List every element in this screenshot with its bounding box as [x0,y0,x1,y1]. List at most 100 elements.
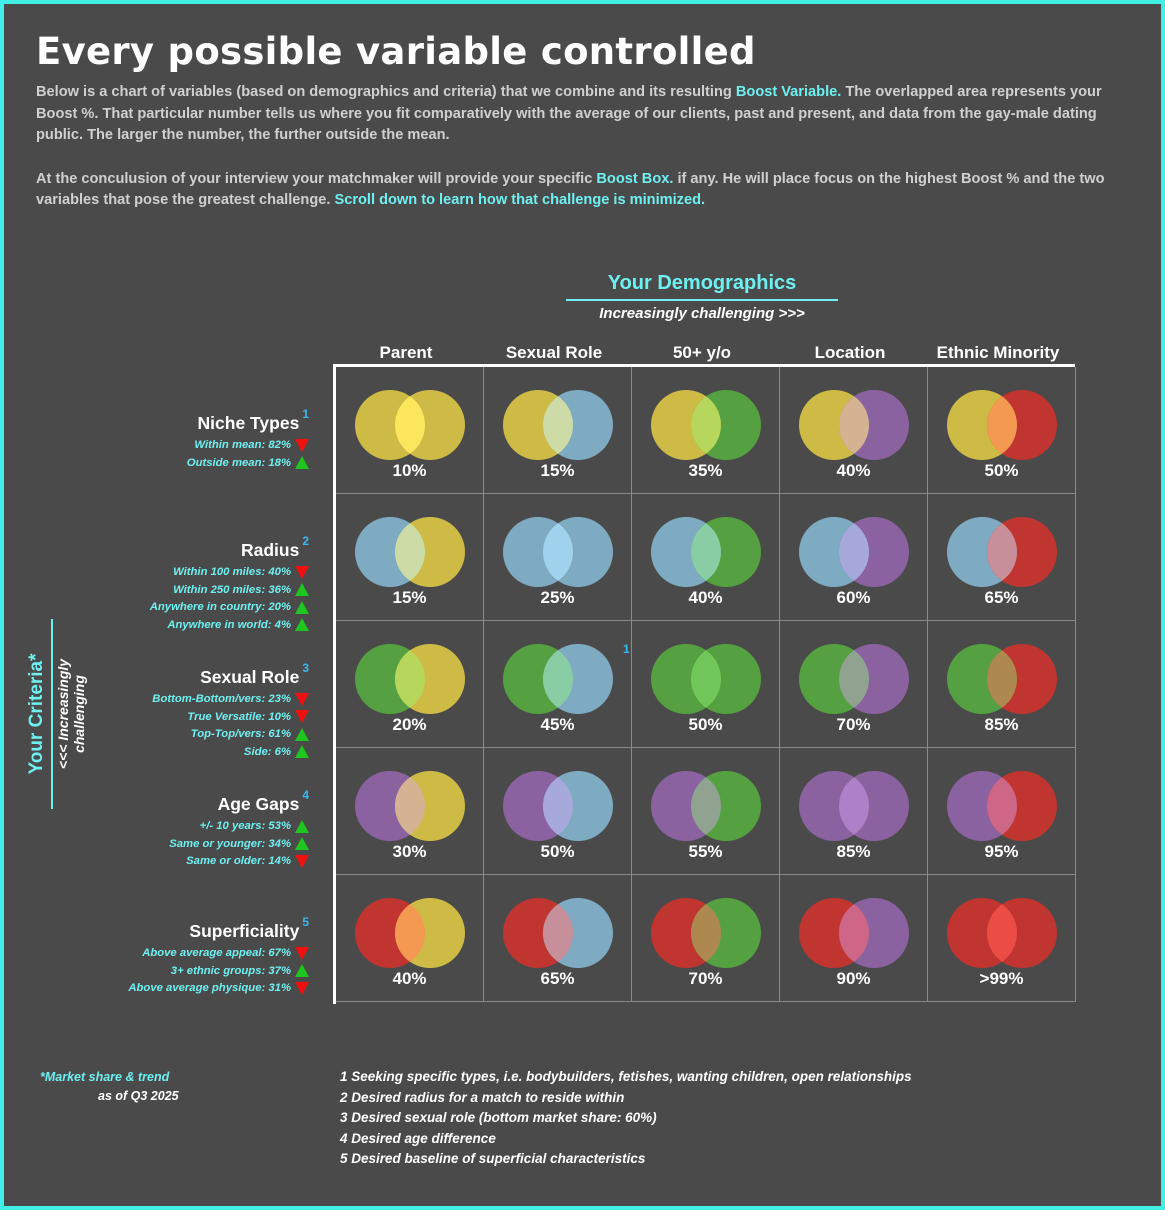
intro-p2-rest: if any. He will place focus on the highe… [36,170,1105,209]
stat-text: Side: 6% [243,745,291,758]
boost-variable-highlight: Boost Variable. [735,84,842,100]
market-share-note: *Market share & trend as of Q3 2025 [40,1068,179,1106]
boost-cell: 40% [780,367,928,494]
overlap-area [395,517,425,587]
boost-percent: 85% [836,842,871,861]
trend-down-arrow-icon [295,981,309,995]
footnotes: 1 Seeking specific types, i.e. bodybuild… [340,1067,912,1170]
stat-text: Within mean: 82% [194,439,291,451]
boost-percent: 40% [688,588,723,607]
intro-p1-text: Below is a chart of variables (based on … [36,84,736,100]
stat-text: Above average appeal: 67% [142,947,291,959]
trend-down-arrow-icon [295,854,309,868]
stat-text: Anywhere in country: 20% [149,601,291,613]
venn-diagram [503,898,613,968]
boost-cell: 50% [928,367,1076,494]
overlap-area [839,771,869,841]
venn-diagram [947,517,1057,587]
trend-up-arrow-icon [295,618,309,632]
boost-percent: 25% [540,588,575,607]
footnote-ref: 1 [302,407,309,421]
stat-line: Within 250 miles: 36% [150,582,309,600]
stat-line: Bottom-Bottom/vers: 23% [152,691,309,709]
boost-percent: 40% [392,969,427,988]
trend-up-arrow-icon [295,964,309,978]
footnote-ref: 3 [302,661,309,675]
boost-cell: 70% [780,621,928,748]
boost-cell: 40% [336,875,484,1002]
stat-text: Top-Top/vers: 61% [190,728,291,740]
row-label-text: Radius [240,539,300,560]
trend-up-arrow-icon [295,456,309,470]
boost-cell: 40% [632,494,780,621]
market-share-date: as of Q3 2025 [98,1089,179,1103]
boost-cell: 15% [336,494,484,621]
boost-percent: 15% [392,588,427,607]
boost-cell: 65% [484,875,632,1002]
boost-cell: 70% [632,875,780,1002]
venn-diagram [355,898,465,968]
venn-diagram [355,644,465,714]
scroll-down-link[interactable]: Scroll down to learn how that challenge … [334,192,706,208]
trend-up-arrow-icon [295,745,309,759]
row-stats: Within mean: 82% Outside mean: 18% [187,437,309,472]
trend-up-arrow-icon [295,600,309,614]
trend-down-arrow-icon [295,692,309,706]
boost-cell: 45% [484,621,632,748]
boost-cell: 50% [632,621,780,748]
venn-diagram [355,517,465,587]
row-label-text: Superficiality [189,920,300,941]
boost-percent: 20% [392,715,427,734]
trend-down-arrow-icon [295,565,309,579]
row-label: Sexual Role 3 [200,661,309,688]
row-label: Superficiality 5 [189,915,309,942]
overlap-area [987,898,1017,968]
column-header: Location [814,343,886,362]
stat-line: Above average physique: 31% [128,980,309,998]
venn-diagram [503,644,613,714]
boost-percent: 90% [836,969,871,988]
row-label: Radius 2 [240,534,309,561]
stat-line: Within mean: 82% [187,437,309,455]
stat-text: Same or older: 14% [186,855,291,867]
boost-percent: 50% [984,461,1019,480]
boost-percent: 65% [540,969,575,988]
boost-percent: 85% [984,715,1019,734]
trend-down-arrow-icon [295,710,309,724]
boost-cell: 90% [780,875,928,1002]
stat-line: Same or older: 14% [169,853,309,871]
criteria-title: Your Criteria* [26,653,47,775]
overlap-area [691,644,721,714]
venn-diagram [355,390,465,460]
venn-diagram [651,517,761,587]
venn-diagram [651,771,761,841]
footnote-marker: 1 [623,642,630,656]
footnote: 4 Desired age difference [340,1130,496,1146]
stat-line: Anywhere in world: 4% [150,617,309,635]
boost-cell: 95% [928,748,1076,875]
demographics-subtitle: Increasingly challenging >>> [599,305,805,322]
venn-diagram [799,517,909,587]
venn-diagram [799,771,909,841]
trend-down-arrow-icon [295,946,309,960]
overlap-area [839,517,869,587]
boost-percent: 50% [688,715,723,734]
row-stats: Above average appeal: 67% 3+ ethnic group… [128,945,309,998]
overlap-area [543,644,573,714]
boost-cell: 85% [928,621,1076,748]
boost-cell: 65% [928,494,1076,621]
venn-diagram [947,644,1057,714]
stat-text: Bottom-Bottom/vers: 23% [152,693,291,705]
overlap-area [987,390,1017,460]
boost-percent: 10% [392,461,427,480]
stat-text: Within 250 miles: 36% [173,583,291,596]
overlap-area [691,771,721,841]
footnote: 1 Seeking specific types, i.e. bodybuild… [340,1069,912,1084]
grid-top-border [333,364,1075,367]
trend-up-arrow-icon [295,583,309,597]
boost-cell: 20% [336,621,484,748]
boost-percent: 70% [836,715,871,734]
venn-diagram [503,771,613,841]
overlap-area [395,390,425,460]
boost-cell: 10% [336,367,484,494]
